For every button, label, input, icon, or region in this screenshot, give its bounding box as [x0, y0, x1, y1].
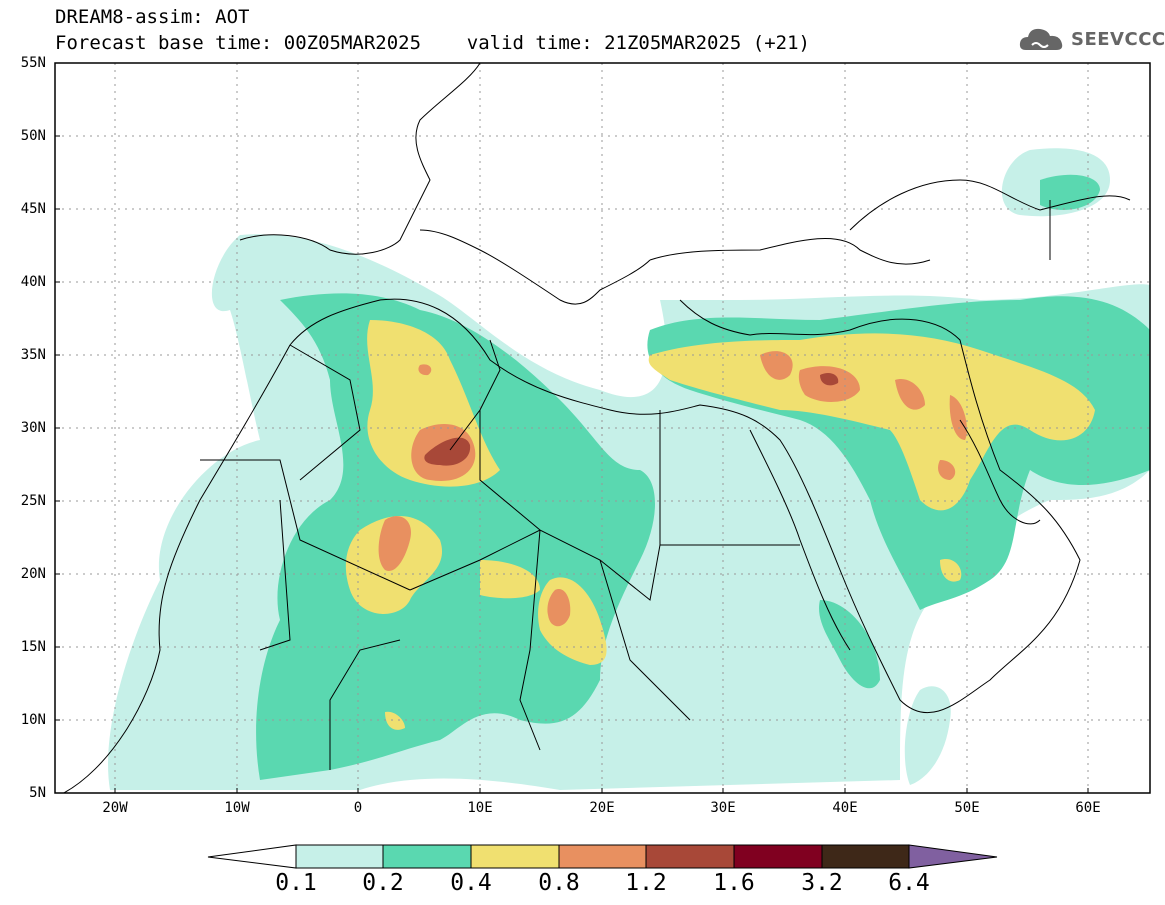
x-tick-label: 10W	[224, 800, 250, 816]
colorbar-label: 0.8	[538, 870, 580, 896]
colorbar-bin	[558, 844, 647, 869]
y-tick-label: 45N	[20, 201, 46, 217]
y-tick-label: 20N	[20, 566, 46, 582]
map-title: DREAM8-assim: AOT	[55, 6, 250, 28]
colorbar-low-arrow	[207, 844, 297, 869]
coastlines	[62, 63, 1131, 793]
colorbar	[207, 844, 998, 869]
x-tick-label: 10E	[467, 800, 493, 816]
axis-ticks	[55, 135, 1089, 793]
x-tick-label: 50E	[954, 800, 980, 816]
colorbar-bin	[295, 844, 384, 869]
colorbar-high-arrow	[908, 844, 998, 869]
map-subtitle-times: Forecast base time: 00Z05MAR2025 valid t…	[55, 32, 810, 54]
colorbar-label: 1.2	[625, 870, 667, 896]
x-tick-label: 20E	[589, 800, 615, 816]
colorbar-label: 0.4	[450, 870, 492, 896]
y-tick-label: 35N	[20, 347, 46, 363]
logo-text: SEEVCCC	[1071, 28, 1165, 50]
aot-contours	[108, 148, 1150, 790]
x-tick-label: 20W	[102, 800, 128, 816]
colorbar-bin	[645, 844, 735, 869]
colorbar-label: 3.2	[801, 870, 843, 896]
y-tick-label: 15N	[20, 639, 46, 655]
x-tick-label: 30E	[710, 800, 736, 816]
seevccc-logo: SEEVCCC	[1018, 24, 1165, 54]
colorbar-bin	[470, 844, 560, 869]
y-tick-label: 55N	[20, 55, 46, 71]
colorbar-label: 0.2	[362, 870, 404, 896]
x-tick-label: 40E	[832, 800, 858, 816]
colorbar-bin	[733, 844, 823, 869]
cloud-icon	[1019, 28, 1063, 50]
y-tick-label: 30N	[20, 420, 46, 436]
x-tick-label: 60E	[1075, 800, 1101, 816]
y-tick-label: 50N	[20, 128, 46, 144]
colorbar-bin	[821, 844, 910, 869]
y-tick-label: 10N	[20, 712, 46, 728]
colorbar-label: 1.6	[713, 870, 755, 896]
y-tick-label: 40N	[20, 274, 46, 290]
colorbar-bin	[382, 844, 472, 869]
colorbar-label: 0.1	[275, 870, 317, 896]
y-tick-label: 25N	[20, 493, 46, 509]
y-tick-label: 5N	[29, 785, 46, 801]
x-tick-label: 0	[353, 800, 363, 816]
colorbar-label: 6.4	[888, 870, 930, 896]
